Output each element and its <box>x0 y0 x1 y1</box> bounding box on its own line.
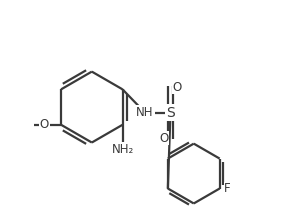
Text: NH: NH <box>136 106 154 119</box>
Text: O: O <box>40 118 49 131</box>
Text: NH₂: NH₂ <box>111 143 134 156</box>
Text: F: F <box>224 182 231 195</box>
Text: S: S <box>166 106 175 120</box>
Text: O: O <box>159 132 168 145</box>
Text: O: O <box>173 81 182 94</box>
